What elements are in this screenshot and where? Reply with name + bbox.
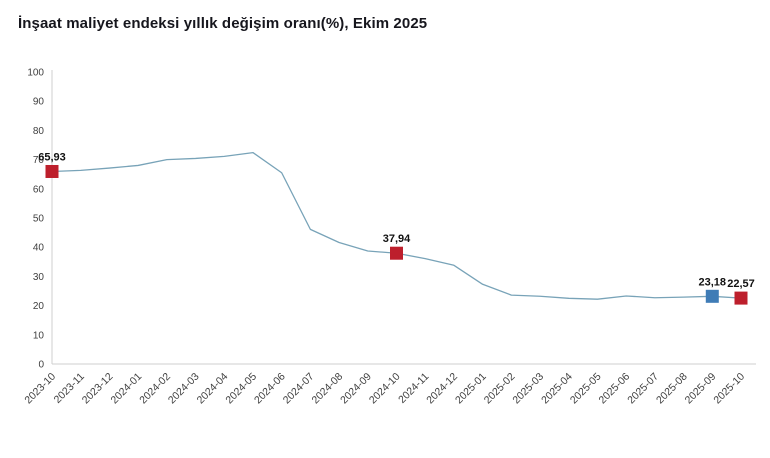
data-point-label-2025-09: 23,18 [699, 276, 727, 288]
y-tick-label: 60 [33, 184, 45, 195]
y-tick-label: 50 [33, 214, 45, 225]
x-tick-label: 2024-10 [367, 371, 403, 407]
data-point-label-2025-10: 22,57 [727, 278, 755, 290]
y-tick-label: 40 [33, 243, 45, 254]
y-tick-label: 90 [33, 97, 45, 108]
data-point-label-2024-10: 37,94 [383, 233, 411, 245]
y-tick-label: 70 [33, 155, 45, 166]
x-tick-label: 2023-10 [22, 371, 58, 407]
chart-title: İnşaat maliyet endeksi yıllık değişim or… [18, 15, 428, 32]
data-line [51, 151, 742, 300]
data-point-label-2023-10: 65,93 [38, 151, 66, 163]
data-point-marker-2025-09 [705, 289, 719, 303]
y-tick-label: 0 [38, 360, 44, 371]
y-tick-label: 30 [33, 272, 45, 283]
y-tick-label: 100 [27, 68, 44, 79]
x-tick-label: 2025-10 [711, 371, 747, 407]
y-tick-label: 10 [33, 330, 45, 341]
data-point-marker-2023-10 [45, 164, 59, 178]
y-tick-label: 80 [33, 126, 45, 137]
y-tick-label: 20 [33, 301, 45, 312]
data-point-marker-2024-10 [390, 246, 403, 260]
data-point-marker-2025-10 [734, 291, 748, 305]
